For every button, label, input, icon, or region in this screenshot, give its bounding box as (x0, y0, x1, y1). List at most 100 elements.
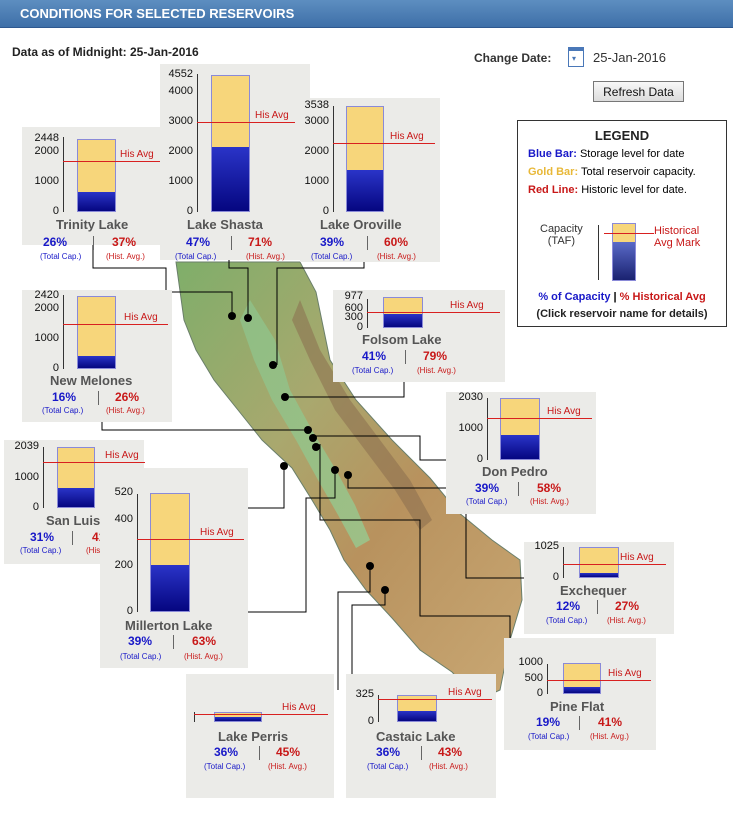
historic-avg-line (563, 564, 666, 566)
legend-historic-line (604, 233, 654, 234)
separator (259, 746, 260, 760)
reservoir-name-pine-flat[interactable]: Pine Flat (550, 699, 605, 714)
legend-blue-row: Blue Bar: Storage level for date (528, 148, 685, 160)
reservoir-name-don-pedro[interactable]: Don Pedro (482, 464, 548, 479)
storage-bar (151, 565, 189, 611)
axis-tick-label: 2030 (458, 391, 483, 403)
percent-historical: 63% (192, 634, 217, 648)
chart-axis (378, 695, 379, 722)
legend-historical-mark-label: Historical Avg Mark (654, 225, 701, 249)
storage-bar (501, 435, 539, 459)
his-avg-label: His Avg (120, 148, 154, 160)
reservoir-name-lake-shasta[interactable]: Lake Shasta (187, 217, 263, 232)
capacity-bar (346, 106, 384, 212)
his-avg-label: His Avg (620, 552, 654, 564)
his-avg-label: His Avg (282, 702, 316, 713)
chart-axis (137, 494, 138, 612)
hist-avg-note: (Hist. Avg.) (246, 252, 285, 261)
storage-bar (398, 711, 436, 721)
axis-tick-label: 1000 (458, 422, 483, 435)
historic-avg-line (333, 143, 435, 145)
his-avg-label: His Avg (105, 449, 139, 461)
axis-tick-label: 977 (344, 290, 363, 302)
his-avg-label: His Avg (390, 131, 424, 143)
separator (421, 746, 422, 760)
historic-avg-line (378, 699, 492, 701)
reservoir-card-lake-perris (186, 674, 334, 798)
axis-tick-label: 325 (355, 688, 374, 700)
axis-tick-label: 1025 (534, 540, 559, 552)
hist-avg-note: (Hist. Avg.) (417, 366, 456, 375)
axis-tick-label: 4552 (168, 68, 193, 80)
separator (518, 482, 519, 496)
reservoir-name-millerton-lake[interactable]: Millerton Lake (125, 618, 213, 633)
reservoir-name-folsom-lake[interactable]: Folsom Lake (362, 332, 442, 347)
legend-title: LEGEND (594, 128, 650, 143)
axis-tick-label: 500 (524, 671, 543, 684)
historic-avg-line (43, 461, 145, 463)
chart-axis (194, 712, 195, 722)
capacity-bar (500, 398, 540, 460)
reservoir-name-castaic-lake[interactable]: Castaic Lake (376, 729, 456, 744)
percent-capacity: 47% (186, 235, 211, 249)
legend-capacity-label: Capacity (TAF) (540, 223, 583, 247)
axis-tick-label: 0 (126, 605, 133, 617)
date-value[interactable]: 25-Jan-2016 (593, 50, 666, 65)
percent-historical: 27% (615, 599, 640, 613)
chart-axis (63, 295, 64, 369)
axis-tick-label: 1000 (34, 331, 59, 344)
reservoir-name-lake-oroville[interactable]: Lake Oroville (320, 217, 402, 232)
legend-gold-row: Gold Bar: Total reservoir capacity. (528, 166, 696, 178)
reservoir-name-exchequer[interactable]: Exchequer (560, 583, 627, 598)
his-avg-label: His Avg (124, 311, 158, 323)
percent-historical: 45% (276, 745, 301, 759)
hist-avg-note: (Hist. Avg.) (106, 252, 145, 261)
historic-avg-line (137, 539, 244, 541)
historic-avg-line (197, 121, 295, 123)
hist-avg-note: (Hist. Avg.) (106, 406, 145, 415)
hist-avg-note: (Hist. Avg.) (590, 732, 629, 741)
axis-tick-label: 0 (552, 571, 559, 583)
chart-axis (197, 74, 198, 212)
axis-tick-label: 3538 (304, 99, 329, 111)
reservoir-name-lake-perris[interactable]: Lake Perris (218, 729, 289, 744)
chart-axis (563, 547, 564, 578)
reservoir-name-new-melones[interactable]: New Melones (50, 373, 133, 388)
axis-tick-label: 0 (322, 205, 329, 217)
capacity-bar (77, 139, 116, 212)
axis-tick-label: 2000 (304, 145, 329, 158)
axis-tick-label: 2420 (34, 289, 59, 301)
refresh-data-button[interactable]: Refresh Data (593, 81, 684, 102)
percent-historical: 43% (438, 745, 463, 759)
axis-tick-label: 0 (52, 205, 59, 217)
storage-bar (384, 314, 422, 327)
storage-bar (78, 356, 115, 368)
calendar-icon[interactable]: ▾ (568, 47, 584, 67)
chart-axis (63, 137, 64, 212)
axis-tick-label: 0 (32, 501, 39, 513)
legend-capacity-bar (612, 223, 636, 281)
legend: LEGEND Blue Bar: Storage level for date … (517, 120, 727, 327)
percent-historical: 26% (115, 390, 140, 404)
percent-historical: 41% (598, 715, 623, 729)
reservoir-name-trinity-lake[interactable]: Trinity Lake (56, 217, 129, 232)
hist-avg-note: (Hist. Avg.) (268, 762, 307, 771)
capacity-bar (77, 296, 116, 369)
axis-tick-label: 1000 (304, 175, 329, 188)
percent-capacity: 26% (43, 235, 68, 249)
chart-axis (43, 447, 44, 508)
axis-tick-label: 600 (344, 301, 363, 314)
percent-capacity: 39% (128, 634, 153, 648)
chart-axis (333, 106, 334, 212)
chart-axis (547, 664, 548, 694)
percent-historical: 79% (423, 349, 448, 363)
total-cap-note: (Total Cap.) (311, 252, 353, 261)
reservoir-name-san-luis[interactable]: San Luis (46, 513, 101, 528)
axis-tick-label: 1000 (34, 175, 59, 188)
capacity-bar (150, 493, 190, 612)
his-avg-label: His Avg (608, 667, 642, 679)
percent-capacity: 12% (556, 599, 581, 613)
total-cap-note: (Total Cap.) (120, 652, 162, 661)
axis-tick-label: 0 (52, 362, 59, 374)
axis-tick-label: 0 (367, 715, 374, 727)
